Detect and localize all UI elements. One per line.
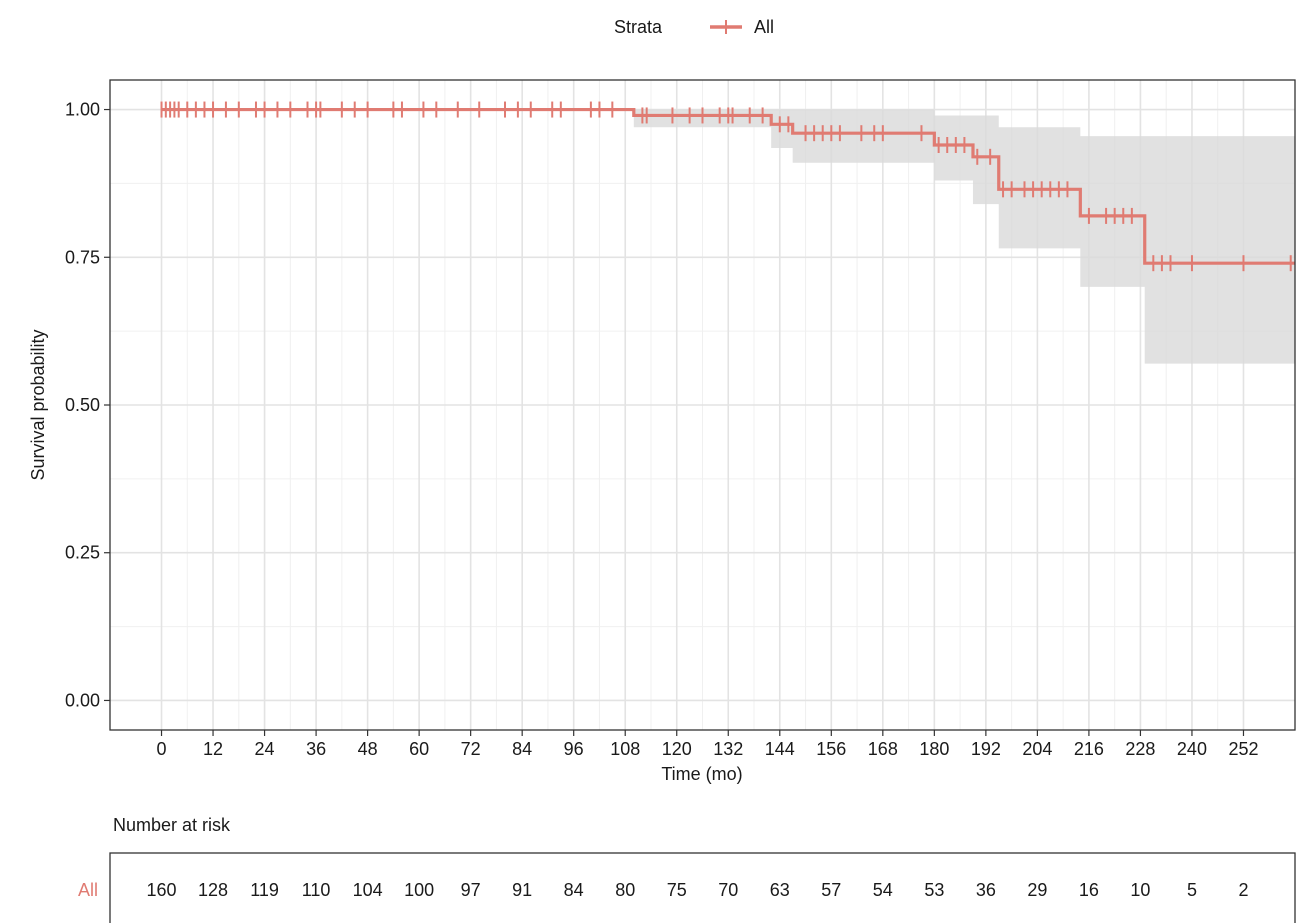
x-tick-label: 144 [765, 739, 795, 759]
risk-count: 2 [1238, 880, 1248, 900]
risk-count: 97 [461, 880, 481, 900]
risk-count: 57 [821, 880, 841, 900]
x-tick-label: 252 [1228, 739, 1258, 759]
risk-count: 104 [353, 880, 383, 900]
risk-count: 91 [512, 880, 532, 900]
risk-count: 84 [564, 880, 584, 900]
x-tick-label: 12 [203, 739, 223, 759]
risk-count: 70 [718, 880, 738, 900]
risk-count: 10 [1130, 880, 1150, 900]
censor-marks [160, 101, 1292, 272]
y-tick-label: 0.75 [65, 247, 100, 267]
risk-count: 100 [404, 880, 434, 900]
x-tick-label: 228 [1125, 739, 1155, 759]
x-tick-label: 96 [564, 739, 584, 759]
x-tick-label: 0 [157, 739, 167, 759]
risk-table-strata-label: All [78, 880, 98, 900]
risk-count: 128 [198, 880, 228, 900]
risk-count: 160 [146, 880, 176, 900]
risk-table-panel [109, 852, 1296, 923]
y-tick-label: 0.25 [65, 543, 100, 563]
x-tick-label: 48 [358, 739, 378, 759]
legend-title: Strata [614, 17, 663, 37]
x-tick-label: 156 [816, 739, 846, 759]
x-tick-label: 168 [868, 739, 898, 759]
risk-count: 80 [615, 880, 635, 900]
legend: Strata All [614, 17, 774, 37]
risk-count: 75 [667, 880, 687, 900]
y-tick-label: 1.00 [65, 100, 100, 120]
risk-count: 16 [1079, 880, 1099, 900]
x-tick-label: 240 [1177, 739, 1207, 759]
x-tick-label: 204 [1022, 739, 1052, 759]
x-axis: 0 12 24 36 48 60 72 84 96 108 120 132 144 156 168 180 19… [157, 730, 1259, 759]
x-tick-label: 180 [919, 739, 949, 759]
risk-count: 29 [1027, 880, 1047, 900]
x-tick-label: 60 [409, 739, 429, 759]
plot-panel [109, 79, 1296, 731]
y-tick-label: 0.00 [65, 690, 100, 710]
risk-count: 119 [250, 880, 279, 900]
risk-table: All 160 128 119 110 104 100 97 91 84 80 75 70 63 57 54… [78, 852, 1296, 923]
legend-label-all: All [754, 17, 774, 37]
x-axis-title: Time (mo) [661, 764, 742, 784]
risk-counts: 160 128 119 110 104 100 97 91 84 80 75 70 63 57 54 53 36… [146, 880, 1248, 900]
confidence-band [161, 109, 1296, 364]
x-tick-label: 24 [255, 739, 275, 759]
y-axis: 0.00 0.25 0.50 0.75 1.00 [65, 100, 110, 710]
survival-curve [161, 107, 1295, 265]
x-tick-label: 36 [306, 739, 326, 759]
risk-count: 54 [873, 880, 893, 900]
risk-count: 63 [770, 880, 790, 900]
x-tick-label: 132 [713, 739, 743, 759]
x-tick-label: 120 [662, 739, 692, 759]
y-axis-title: Survival probability [28, 329, 48, 480]
x-tick-label: 108 [610, 739, 640, 759]
x-tick-label: 72 [461, 739, 481, 759]
risk-count: 36 [976, 880, 996, 900]
risk-count: 5 [1187, 880, 1197, 900]
survival-line-all [161, 107, 1295, 265]
x-tick-label: 192 [971, 739, 1001, 759]
risk-table-title: Number at risk [113, 815, 231, 835]
y-tick-label: 0.50 [65, 395, 100, 415]
risk-count: 110 [302, 880, 331, 900]
confidence-band-area [161, 109, 1296, 364]
legend-key-all [710, 20, 742, 34]
risk-count: 53 [924, 880, 944, 900]
x-tick-label: 216 [1074, 739, 1104, 759]
x-tick-label: 84 [512, 739, 532, 759]
